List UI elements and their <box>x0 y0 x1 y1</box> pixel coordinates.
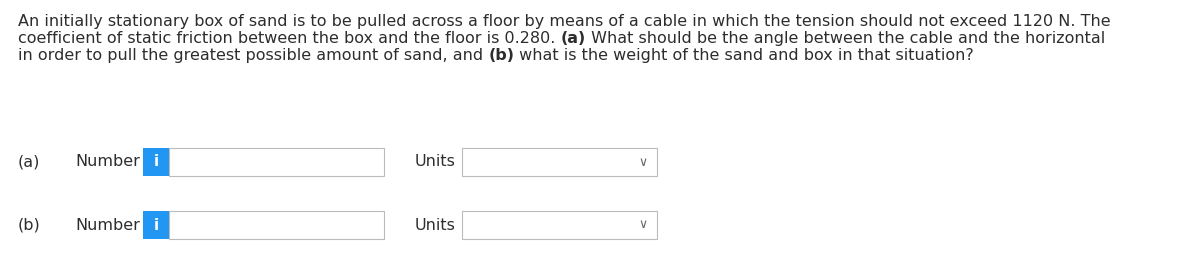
Bar <box>462 211 657 239</box>
Text: Units: Units <box>414 155 456 169</box>
Text: (b): (b) <box>18 217 40 232</box>
Text: i: i <box>154 155 158 169</box>
Bar <box>169 211 384 239</box>
Bar <box>462 148 657 176</box>
Text: ∨: ∨ <box>638 155 648 169</box>
Text: what is the weight of the sand and box in that situation?: what is the weight of the sand and box i… <box>515 48 974 63</box>
Text: (a): (a) <box>561 31 586 46</box>
Text: coefficient of static friction between the box and the floor is 0.280.: coefficient of static friction between t… <box>18 31 561 46</box>
Text: Units: Units <box>414 217 456 232</box>
Bar <box>143 148 169 176</box>
Text: What should be the angle between the cable and the horizontal: What should be the angle between the cab… <box>586 31 1105 46</box>
Text: ∨: ∨ <box>638 219 648 232</box>
Text: i: i <box>154 217 158 232</box>
Text: Number: Number <box>75 217 139 232</box>
Text: Number: Number <box>75 155 139 169</box>
Bar <box>169 148 384 176</box>
Text: (b): (b) <box>488 48 515 63</box>
Bar <box>143 211 169 239</box>
Text: (a): (a) <box>18 155 40 169</box>
Text: An initially stationary box of sand is to be pulled across a floor by means of a: An initially stationary box of sand is t… <box>18 14 1111 29</box>
Text: in order to pull the greatest possible amount of sand, and: in order to pull the greatest possible a… <box>18 48 488 63</box>
